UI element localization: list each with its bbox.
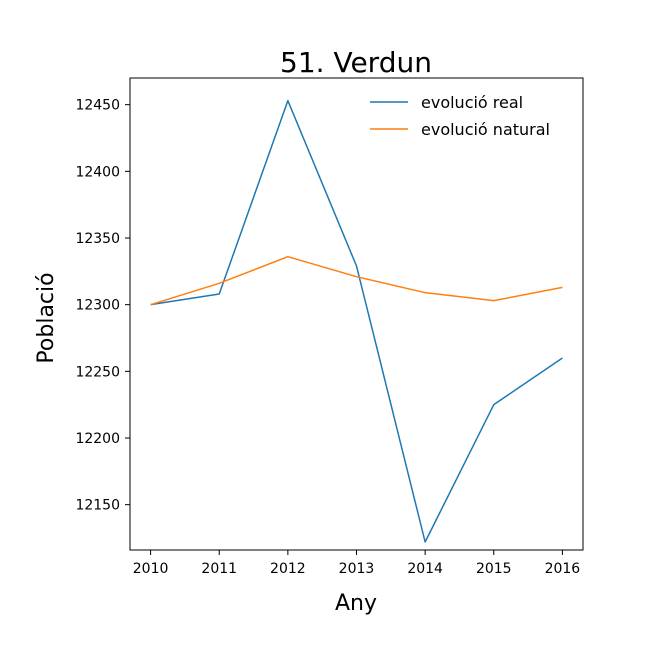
y-tick-label: 12250 [75, 364, 120, 380]
x-tick-label: 2013 [339, 561, 375, 577]
legend-label-2: evolució natural [421, 120, 550, 139]
y-axis: 12150 12200 12250 12300 12350 12400 12450 [75, 98, 130, 514]
legend-label-1: evolució real [421, 93, 523, 112]
y-axis-label: Població [34, 272, 59, 363]
x-tick-label: 2012 [270, 561, 306, 577]
x-tick-label: 2016 [545, 561, 581, 577]
y-tick-label: 12200 [75, 431, 120, 447]
chart-title: 51. Verdun [280, 46, 432, 79]
y-tick-label: 12350 [75, 231, 120, 247]
x-tick-label: 2014 [407, 561, 443, 577]
y-tick-label: 12300 [75, 298, 120, 314]
y-tick-label: 12150 [75, 498, 120, 514]
series-line-1 [150, 99, 563, 543]
x-axis-label: Any [335, 591, 377, 616]
x-tick-label: 2010 [133, 561, 169, 577]
x-axis: 2010 2011 2012 2013 2014 2015 2016 [133, 550, 581, 577]
y-tick-label: 12450 [75, 98, 120, 114]
x-tick-label: 2015 [476, 561, 512, 577]
series-layer [150, 99, 563, 543]
x-tick-label: 2011 [201, 561, 237, 577]
series-line-2 [150, 255, 563, 306]
legend: evolució real evolució natural [370, 93, 550, 139]
y-tick-label: 12400 [75, 164, 120, 180]
plot-area [129, 77, 584, 551]
